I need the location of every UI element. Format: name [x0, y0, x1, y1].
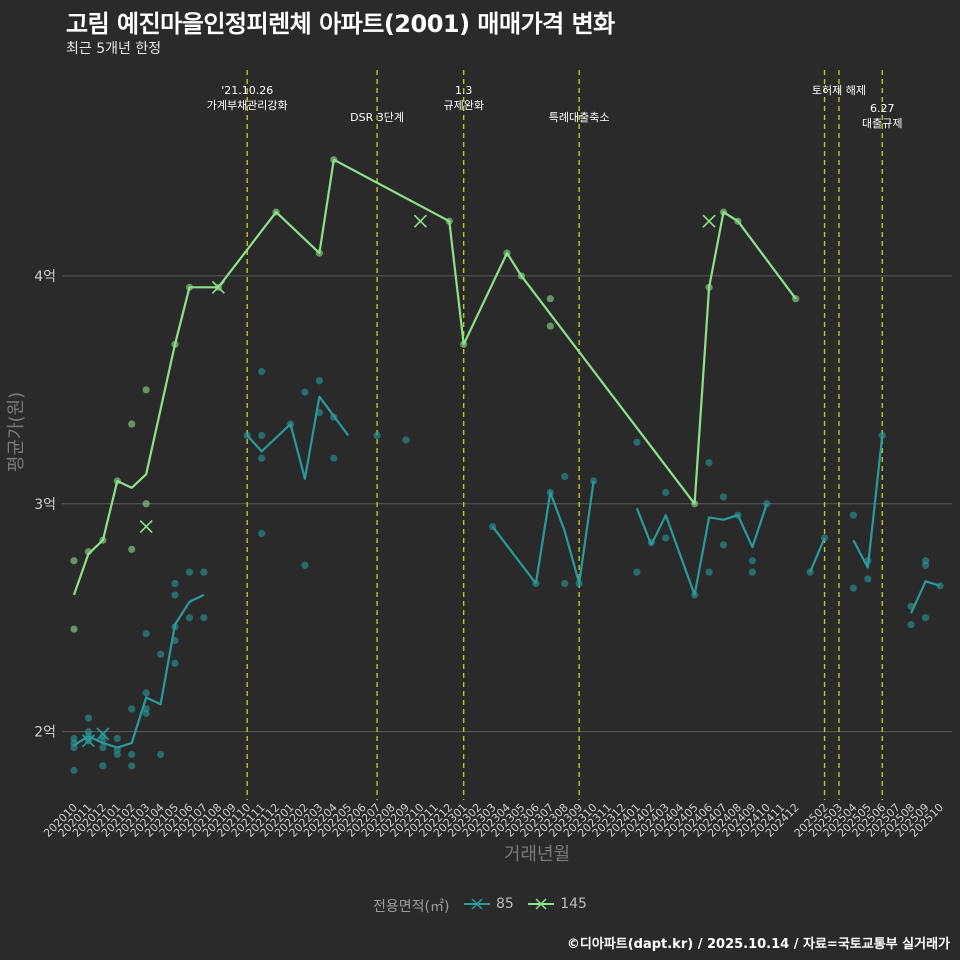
y-tick-label: 2억 [34, 725, 56, 741]
legend-label-145: 145 [560, 896, 587, 912]
data-point-85 [258, 529, 266, 537]
data-point-85 [200, 614, 208, 622]
data-point-85 [128, 705, 136, 713]
legend-label-85: 85 [495, 896, 514, 912]
cancel-marker-85 [96, 727, 110, 741]
data-point-85 [921, 557, 930, 565]
data-point-85 [301, 388, 309, 396]
x-axis-title: 거래년월 [504, 844, 570, 865]
data-point-85 [719, 493, 728, 501]
event-label: 1.3 [455, 84, 473, 97]
series-line-85 [635, 503, 768, 596]
data-point-85 [590, 477, 598, 485]
data-point-145 [546, 322, 554, 330]
series-line-85 [910, 580, 941, 614]
series-line-85 [246, 395, 350, 480]
series-line-85 [491, 480, 595, 585]
chart-title: 고림 예진마을인정피렌체 아파트(2001) 매매가격 변화 [66, 10, 615, 38]
data-point-85 [113, 734, 121, 743]
event-label: 대출규제 [862, 117, 902, 130]
data-point-85 [258, 431, 266, 440]
legend-swatch-145-icon [528, 898, 555, 910]
event-label: 규제완화 [443, 99, 483, 112]
event-label: DSR 3단계 [350, 111, 404, 124]
data-point-85 [70, 766, 78, 774]
data-point-85 [185, 614, 194, 622]
data-point-85 [402, 436, 410, 444]
event-label: 가계부채관리강화 [207, 99, 288, 112]
data-point-145 [128, 545, 136, 553]
data-point-85 [142, 630, 150, 638]
y-axis-title: 평균가(원) [6, 392, 27, 472]
cancel-marker-145 [139, 519, 153, 534]
series-line-85 [73, 593, 205, 749]
data-point-85 [561, 472, 569, 481]
data-point-85 [99, 762, 107, 770]
cancel-marker-145 [211, 280, 225, 294]
data-point-85 [258, 368, 266, 376]
chart-subtitle: 최근 5개년 한정 [66, 41, 162, 57]
data-point-85 [373, 431, 381, 440]
data-point-85 [748, 568, 756, 576]
data-point-85 [128, 762, 136, 770]
data-point-85 [633, 438, 641, 446]
data-point-85 [185, 568, 194, 576]
data-point-85 [315, 377, 323, 385]
cancel-marker-145 [413, 214, 427, 228]
legend-title: 전용면적(㎡) [373, 899, 450, 915]
data-point-85 [258, 454, 266, 462]
series-line-145 [72, 158, 797, 596]
data-point-85 [748, 557, 756, 565]
series-line-85 [852, 435, 884, 569]
event-label: 6.27 [870, 102, 895, 115]
data-point-145 [128, 420, 136, 428]
data-point-145 [142, 386, 150, 394]
data-point-85 [719, 541, 728, 549]
data-point-85 [157, 750, 165, 759]
data-point-85 [864, 575, 872, 583]
data-point-85 [662, 488, 670, 496]
y-tick-label: 3억 [34, 497, 56, 513]
data-point-85 [157, 650, 165, 658]
data-point-85 [705, 459, 713, 467]
source-caption: ©디아파트(dapt.kr) / 2025.10.14 / 자료=국토교통부 실… [566, 937, 950, 952]
cancel-marker-85 [81, 734, 95, 748]
legend-item-85: 85 [463, 896, 514, 912]
data-point-85 [907, 620, 915, 629]
data-point-85 [936, 582, 944, 590]
data-point-85 [662, 534, 670, 542]
event-label: '21.10.26 [221, 84, 273, 97]
cancel-marker-145 [702, 214, 716, 228]
event-label: 특례대출축소 [549, 111, 610, 124]
data-point-85 [763, 500, 771, 508]
data-point-85 [142, 705, 150, 713]
data-point-145 [70, 557, 78, 565]
data-point-85 [84, 714, 93, 722]
legend-item-145: 145 [528, 896, 587, 912]
data-point-85 [142, 689, 150, 697]
series-line-85 [809, 537, 826, 573]
event-label: 토허제 해제 [812, 83, 866, 97]
data-point-85 [171, 659, 179, 667]
data-point-145 [142, 500, 150, 508]
data-point-85 [561, 579, 569, 588]
legend-swatch-85-icon [463, 898, 490, 910]
data-point-85 [301, 561, 309, 569]
data-point-85 [99, 743, 107, 752]
data-point-85 [849, 584, 858, 592]
data-point-85 [705, 568, 713, 576]
y-tick-label: 4억 [34, 269, 56, 285]
data-point-85 [849, 511, 858, 519]
data-point-145 [546, 295, 554, 303]
data-point-85 [633, 568, 641, 576]
data-point-85 [128, 750, 136, 759]
data-point-85 [171, 579, 179, 588]
data-point-85 [330, 454, 338, 462]
legend: 전용면적(㎡) 85 145 [0, 896, 960, 916]
data-point-85 [921, 614, 930, 622]
data-point-85 [200, 568, 208, 576]
data-point-145 [70, 625, 78, 633]
data-point-85 [171, 591, 179, 599]
